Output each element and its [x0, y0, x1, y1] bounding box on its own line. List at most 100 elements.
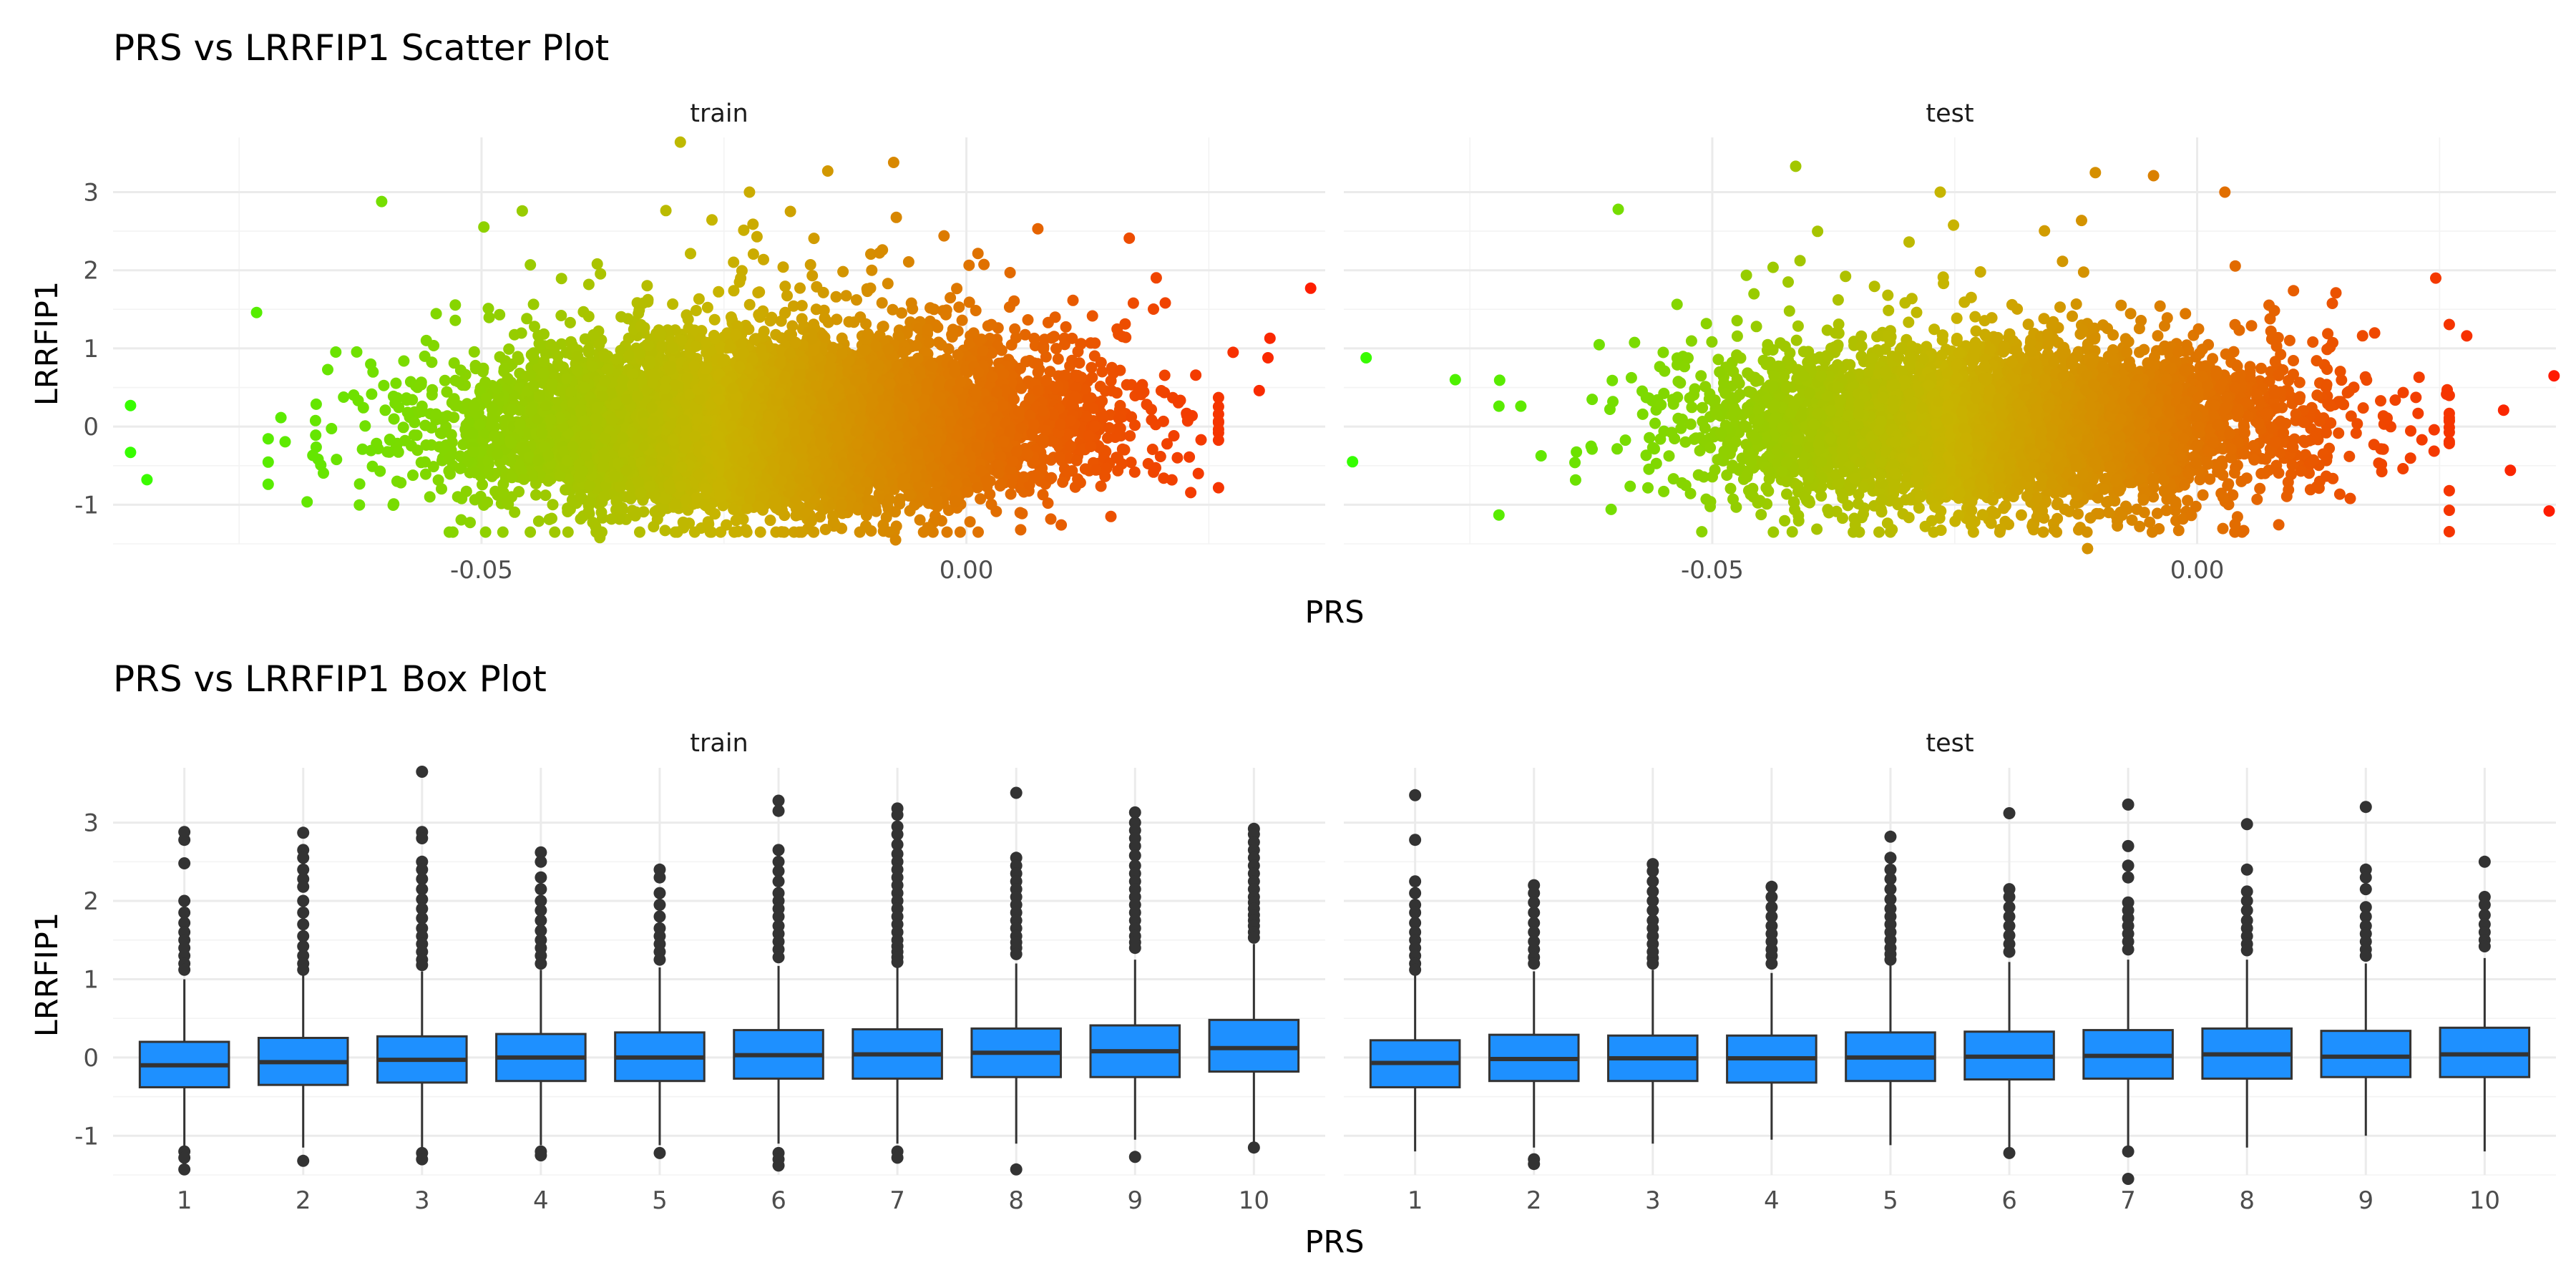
scatter-point: [512, 351, 524, 363]
scatter-point: [444, 468, 456, 480]
scatter-point: [836, 332, 848, 344]
scatter-point: [1195, 434, 1207, 446]
scatter-strip-train: train: [690, 99, 748, 128]
scatter-point: [806, 270, 819, 282]
scatter-point: [964, 516, 976, 528]
scatter-point: [564, 316, 576, 328]
scatter-point: [1158, 369, 1171, 381]
scatter-point: [595, 268, 607, 280]
scatter-point: [419, 419, 431, 431]
scatter-point: [1095, 480, 1107, 492]
scatter-point: [390, 377, 402, 389]
scatter-point: [262, 478, 274, 490]
scatter-y-axis-title: LRRFIP1: [29, 281, 65, 406]
scatter-point: [951, 283, 963, 295]
scatter-point: [779, 280, 791, 293]
scatter-point: [747, 248, 759, 260]
scatter-point: [1045, 513, 1057, 525]
scatter-point: [468, 346, 480, 358]
scatter-point: [503, 343, 515, 355]
scatter-point: [1141, 399, 1153, 411]
scatter-point: [331, 454, 343, 466]
scatter-point: [365, 358, 377, 370]
box-strip-train: train: [690, 729, 748, 758]
scatter-point: [1125, 457, 1137, 469]
scatter-point: [685, 248, 696, 260]
scatter-point: [671, 526, 683, 538]
scatter-point: [754, 526, 766, 538]
scatter-point: [338, 391, 350, 403]
scatter-point: [359, 420, 371, 432]
scatter-point: [1086, 310, 1098, 322]
scatter-point: [1114, 399, 1126, 411]
scatter-point: [804, 259, 816, 270]
scatter-point: [659, 525, 671, 537]
scatter-point: [764, 514, 776, 527]
scatter-point: [953, 301, 965, 313]
scatter-point: [866, 264, 878, 276]
scatter-point: [938, 230, 950, 242]
scatter-point: [817, 286, 829, 298]
scatter-point: [478, 221, 490, 233]
scatter-point: [728, 256, 740, 268]
scatter-point: [582, 311, 595, 323]
scatter-point: [469, 467, 482, 479]
scatter-point: [562, 506, 574, 517]
scatter-point: [426, 356, 438, 369]
scatter-point: [902, 256, 914, 268]
scatter-point: [262, 433, 274, 445]
scatter-point: [1126, 411, 1138, 423]
scatter-point: [555, 310, 567, 321]
scatter-point: [388, 413, 400, 425]
scatter-point: [796, 313, 808, 325]
scatter-point: [310, 429, 322, 441]
scatter-point: [975, 493, 987, 505]
scatter-point: [1106, 385, 1118, 397]
scatter-point: [384, 434, 396, 446]
scatter-point: [713, 286, 725, 298]
scatter-point: [972, 248, 984, 260]
scatter-point: [1085, 337, 1097, 349]
scatter-point: [275, 411, 287, 424]
scatter-point: [449, 314, 462, 326]
scatter-point: [784, 205, 796, 218]
scatter-point: [956, 314, 968, 326]
scatter-point: [398, 355, 410, 367]
scatter-point: [527, 298, 540, 311]
scatter-point: [1028, 332, 1040, 344]
scatter-point: [454, 462, 467, 474]
box-strip-test: test: [1926, 729, 1974, 758]
scatter-point: [432, 474, 444, 486]
scatter-point: [831, 313, 843, 326]
point-cloud: [262, 186, 1224, 538]
scatter-point: [1212, 391, 1224, 404]
scatter-point: [1016, 507, 1028, 519]
scatter-point: [860, 318, 872, 330]
scatter-point: [525, 526, 537, 538]
scatter-point: [1184, 451, 1196, 463]
box-title: PRS vs LRRFIP1 Box Plot: [113, 658, 547, 700]
scatter-point: [751, 230, 763, 243]
scatter-point: [1185, 487, 1197, 499]
box-x-axis-title: PRS: [1304, 1224, 1364, 1260]
scatter-point: [830, 291, 842, 303]
scatter-point: [309, 414, 321, 426]
scatter-point: [555, 273, 567, 285]
scatter-point: [1062, 466, 1074, 478]
scatter-point: [794, 282, 806, 294]
scatter-point: [634, 526, 645, 538]
scatter-point: [1171, 452, 1184, 464]
scatter-point: [424, 491, 436, 503]
scatter-point: [310, 398, 322, 410]
scatter-point: [882, 278, 894, 290]
scatter-point: [1008, 295, 1020, 307]
scatter-point: [1022, 314, 1034, 326]
scatter-point: [1127, 297, 1139, 309]
scatter-title: PRS vs LRRFIP1 Scatter Plot: [113, 27, 609, 69]
scatter-point: [582, 278, 595, 291]
scatter-point: [985, 498, 997, 510]
scatter-point: [963, 259, 975, 271]
